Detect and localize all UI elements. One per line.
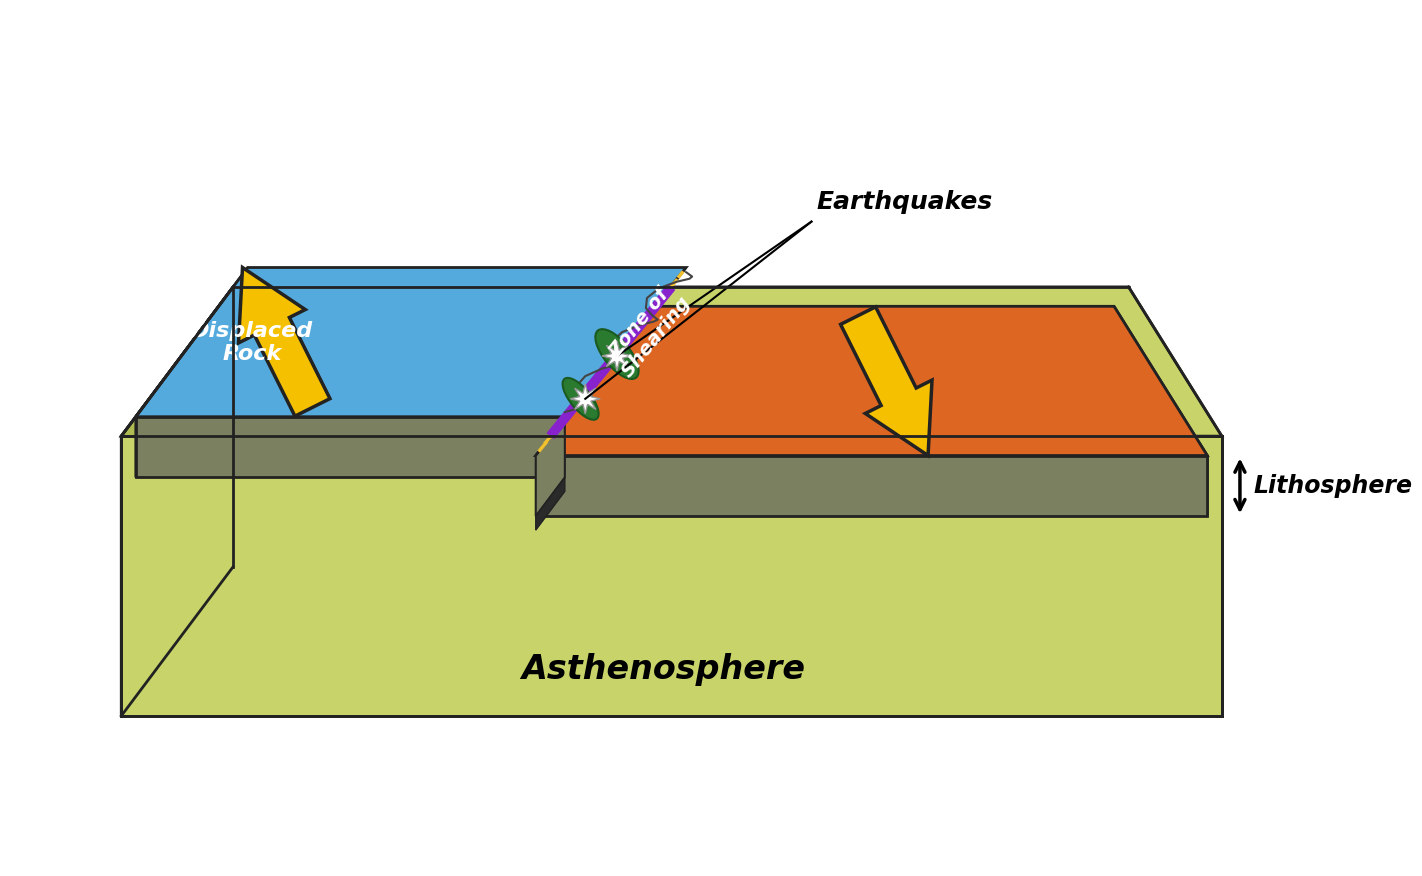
Polygon shape [137, 417, 565, 477]
Polygon shape [239, 267, 330, 416]
Ellipse shape [563, 378, 599, 420]
Ellipse shape [596, 329, 638, 379]
Polygon shape [1113, 307, 1207, 516]
Text: Earthquakes: Earthquakes [816, 190, 993, 214]
Polygon shape [121, 287, 1221, 436]
Polygon shape [137, 267, 685, 417]
Text: Lithosphere: Lithosphere [1254, 474, 1413, 498]
Polygon shape [121, 287, 233, 716]
Polygon shape [536, 307, 1207, 456]
Polygon shape [602, 341, 631, 371]
Polygon shape [137, 267, 247, 477]
Polygon shape [536, 477, 565, 530]
Polygon shape [570, 384, 600, 413]
Polygon shape [121, 436, 1221, 716]
Text: Displaced
Rock: Displaced Rock [191, 321, 313, 364]
Polygon shape [840, 307, 931, 456]
Text: Asthenosphere: Asthenosphere [520, 653, 805, 686]
Polygon shape [536, 417, 565, 516]
Polygon shape [536, 456, 1207, 516]
Text: Zone of
Shearing: Zone of Shearing [602, 279, 695, 381]
Polygon shape [536, 267, 685, 456]
